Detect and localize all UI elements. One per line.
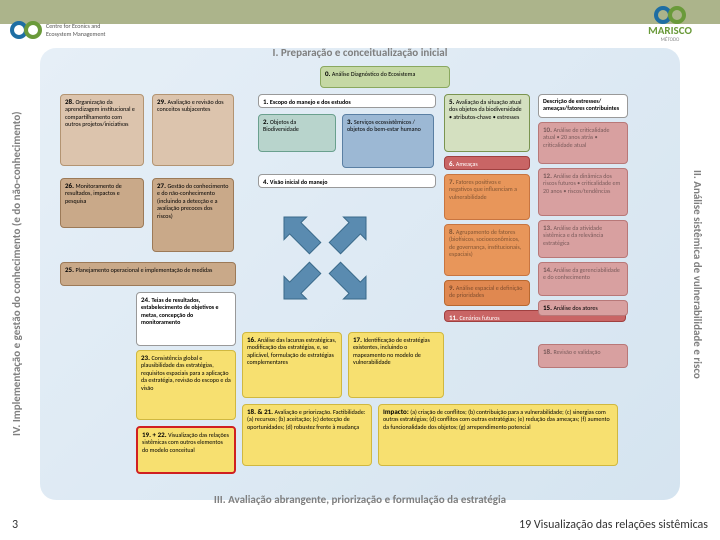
box-5: 5. Avaliação da situação atual dos objet… [444,94,530,152]
page-number: 3 [12,518,18,532]
logo-left-line2: Ecosystem Management [46,30,105,38]
box-desc: Descrição de estresses/ ameaças/fatores … [538,94,628,118]
box-impacto: Impacto: (a) criação de conflitos; (b) c… [378,404,618,466]
box-24: 24. Teias de resultados, estabelecimento… [136,292,236,346]
box-9: 9. Análise espacial e definição de prior… [444,280,530,306]
box-16: 16. Análise das lacunas estratégicas, mo… [242,332,342,398]
box-27: 27. Gestão do conhecimento e do não-conh… [152,178,234,252]
section-header-i: I. Preparação e conceitualização inicial [40,46,680,59]
box-8: 8. Agrupamento de fatores (biofísicos, s… [444,224,530,276]
box-3: 3. Serviços ecossistêmicos / objetos do … [342,114,434,168]
box-14: 14. Análise da gerenciabilidade e do con… [538,262,628,296]
footer: 3 19 Visualização das relações sistêmica… [12,518,708,532]
infinity-icon [654,6,686,24]
box-23: 23. Consistência global e plausibilidade… [136,350,236,420]
box-29: 29. Avaliação e revisão dos conceitos su… [152,94,234,166]
box-12: 12. Análise da dinâmica dos riscos futur… [538,168,628,216]
section-header-iv: IV. Implementação e gestão do conhecimen… [10,48,23,500]
cycle-diagram [270,208,380,308]
box-28: 28. Organização da aprendizagem instituc… [60,94,144,166]
box-4: 4. Visão inicial do manejo [258,174,436,188]
box-26: 26. Monitoramento de resultados, impacto… [60,178,144,228]
box-15: 15. Análise dos atores [538,300,628,316]
section-header-iii: III. Avaliação abrangente, priorização e… [40,493,680,506]
diagram-container: I. Preparação e conceitualização inicial… [40,48,680,500]
cycle-arrows-icon [270,208,380,308]
section-header-ii: II. Análise sistêmica de vulnerabilidade… [691,48,704,500]
box-0: 0. Análise Diagnóstico do Ecosistema [320,66,450,88]
box-13: 13. Análise da atividade sistêmica e da … [538,220,628,258]
box-7: 7. Fatores positivos e negativos que inf… [444,174,530,220]
box-17: 17. Identificação de estratégias existen… [348,332,444,398]
marisco-label: MARISCO [648,24,692,37]
infinity-icon [10,21,42,39]
logo-left-line1: Centre for Econics and [46,22,105,30]
box-18-21: 18. & 21. Avaliação e priorização. Facti… [242,404,372,466]
box-2: 2. Objetos da Biodiversidade [258,114,336,152]
footer-title: 19 Visualização das relações sistêmicas [519,518,708,532]
box-6: 6. Ameaças [444,156,530,170]
box-19-22: 19. + 22. Visualização das relações sist… [136,426,236,474]
metodo-label: MÉTODO [661,37,680,43]
box-25: 25. Planejamento operacional e implement… [60,262,236,286]
box-10: 10. Análise de criticalidade atual • 20 … [538,122,628,164]
box-1: 1. Escopo do manejo e dos estudos [258,94,436,108]
box-18: 18. Revisão e validação [538,344,628,368]
